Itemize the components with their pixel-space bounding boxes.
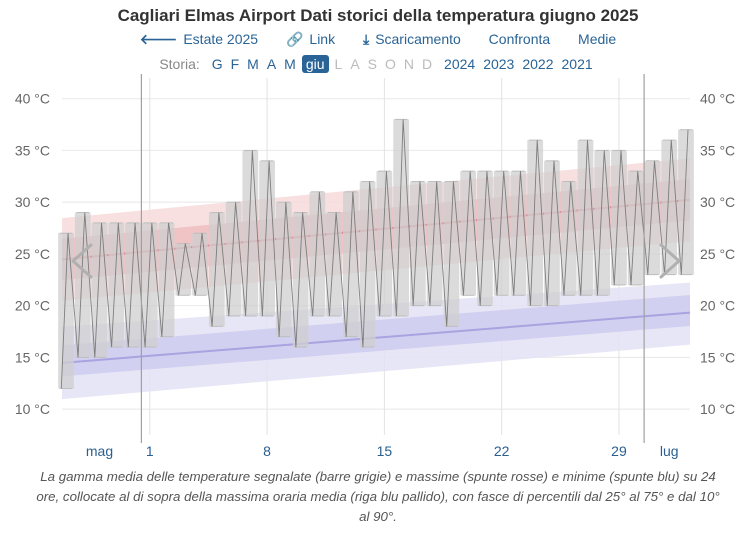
chevron-left-icon[interactable] xyxy=(71,243,93,279)
daily-range-bar xyxy=(611,150,627,285)
history-year-2022[interactable]: 2022 xyxy=(522,56,554,72)
daily-range-bar xyxy=(225,202,242,316)
daily-range-bar xyxy=(661,140,678,275)
history-year-2023[interactable]: 2023 xyxy=(483,56,515,72)
history-year-2024[interactable]: 2024 xyxy=(444,56,476,72)
y-tick-label-right: 15 °C xyxy=(700,349,735,365)
low-mean-line xyxy=(61,311,691,364)
history-year-2021[interactable]: 2021 xyxy=(561,56,593,72)
daily-range-bar xyxy=(393,119,410,317)
y-tick-label-right: 25 °C xyxy=(700,246,735,262)
daily-range-bar xyxy=(292,212,309,348)
daily-range-bar xyxy=(342,191,359,337)
y-tick-label-left: 25 °C xyxy=(15,246,50,262)
y-tick-label-right: 35 °C xyxy=(700,142,735,158)
y-tick-label-left: 30 °C xyxy=(15,194,50,210)
y-tick-label-left: 40 °C xyxy=(15,91,50,107)
x-tick-label-8: 8 xyxy=(263,443,271,459)
y-tick-label-left: 20 °C xyxy=(15,298,50,314)
daily-range-bar xyxy=(460,171,477,296)
history-month-3[interactable]: A xyxy=(266,56,277,72)
y-tick-label-right: 20 °C xyxy=(700,298,735,314)
history-month-0[interactable]: G xyxy=(211,56,223,72)
arrow-left-icon: 🡐 xyxy=(139,31,178,47)
daily-range-bar xyxy=(208,212,225,327)
daily-range-bar xyxy=(74,212,91,358)
daily-range-bar xyxy=(359,181,376,348)
toolbar: 🡐 Estate 2025 🔗 Link ⤓ Scaricamento Confron… xyxy=(0,31,756,48)
daily-range-bar xyxy=(259,160,275,316)
x-tick-label-15: 15 xyxy=(377,443,393,459)
history-month-7: A xyxy=(350,56,360,72)
y-tick-label-right: 10 °C xyxy=(700,401,735,417)
compare-button[interactable]: Confronta xyxy=(488,31,551,47)
daily-range-bar xyxy=(242,150,259,316)
low-band-p25-p75 xyxy=(62,294,690,377)
daily-range-bar xyxy=(477,171,493,306)
history-month-9: O xyxy=(385,56,396,72)
history-month-10: N xyxy=(403,56,415,72)
averages-button[interactable]: Medie xyxy=(578,31,617,47)
daily-range-bar xyxy=(175,243,192,296)
daily-range-bar xyxy=(125,222,141,348)
link-button[interactable]: 🔗 Link xyxy=(286,31,335,48)
chevron-right-icon[interactable] xyxy=(659,243,681,279)
daily-range-bar xyxy=(309,191,326,316)
link-icon: 🔗 xyxy=(285,31,304,47)
daily-range-bar xyxy=(510,171,527,296)
history-month-11: D xyxy=(422,56,433,72)
chart-caption: La gamma media delle temperature segnala… xyxy=(36,469,720,524)
daily-range-bar xyxy=(443,181,460,327)
y-tick-label-right: 40 °C xyxy=(700,91,735,107)
daily-range-bar xyxy=(58,233,74,389)
daily-range-bar xyxy=(644,160,661,275)
history-month-2[interactable]: M xyxy=(247,56,259,72)
daily-range-bar xyxy=(158,222,175,337)
y-tick-label-left: 10 °C xyxy=(15,401,50,417)
x-tick-label-29: 29 xyxy=(611,443,627,459)
y-tick-label-left: 35 °C xyxy=(15,142,50,158)
history-month-1[interactable]: F xyxy=(230,56,240,72)
x-tick-label-1: 1 xyxy=(146,443,154,459)
hourly-temperature-trace xyxy=(60,119,689,389)
daily-range-bar xyxy=(560,181,577,296)
daily-range-bar xyxy=(493,171,510,296)
page-title: Cagliari Elmas Airport Dati storici dell… xyxy=(117,6,639,25)
history-years: 2024 2023 2022 2021 xyxy=(440,56,597,72)
x-tick-label-22: 22 xyxy=(494,443,510,459)
history-month-8: S xyxy=(367,56,377,72)
download-label: Scaricamento xyxy=(375,31,461,47)
daily-range-bar xyxy=(594,150,611,296)
daily-range-bar xyxy=(141,222,158,348)
daily-range-bar xyxy=(108,222,125,348)
history-month-4[interactable]: M xyxy=(284,56,296,72)
x-tick-label-mag: mag xyxy=(86,443,113,459)
y-tick-label-right: 30 °C xyxy=(700,194,735,210)
link-label: Link xyxy=(309,31,336,47)
daily-range-bar xyxy=(426,181,443,306)
history-month-5[interactable]: giu xyxy=(301,55,329,73)
daily-range-bar xyxy=(91,222,108,358)
daily-range-bar xyxy=(410,181,426,306)
x-tick-label-lug: lug xyxy=(660,443,679,459)
daily-range-bar xyxy=(577,140,594,296)
daily-range-bar xyxy=(527,140,544,306)
download-icon: ⤓ xyxy=(362,31,370,47)
temperature-chart: 10 °C 10 °C 15 °C 15 °C 20 °C 20 °C 25 °C 25 °C… xyxy=(15,74,735,459)
history-month-6: L xyxy=(334,56,343,72)
daily-range-bar xyxy=(627,171,644,285)
estate-2025-button[interactable]: 🡐 Estate 2025 xyxy=(140,31,258,48)
y-tick-label-left: 15 °C xyxy=(15,349,50,365)
daily-range-bar xyxy=(376,171,393,316)
estate-2025-label: Estate 2025 xyxy=(183,31,259,47)
daily-range-bar xyxy=(544,160,560,306)
history-label: Storia: xyxy=(159,56,200,72)
daily-range-bar xyxy=(678,129,694,275)
download-button[interactable]: ⤓ Scaricamento xyxy=(363,31,461,48)
